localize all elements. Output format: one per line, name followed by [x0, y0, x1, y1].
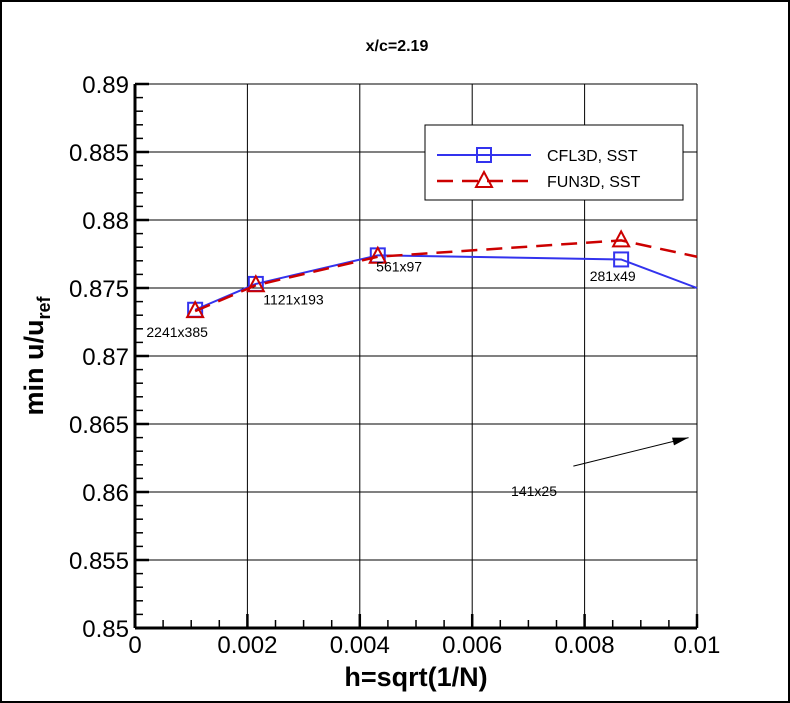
grid-size-label: 2241x385	[146, 324, 208, 340]
series-layer	[185, 229, 698, 319]
legend: CFL3D, SST FUN3D, SST	[424, 124, 684, 201]
y-tick-label: 0.885	[69, 140, 129, 167]
y-tick-label: 0.855	[69, 548, 129, 575]
grid-size-label: 561x97	[376, 259, 422, 275]
x-tick-label: 0.004	[330, 632, 390, 659]
y-tick-label: 0.875	[69, 276, 129, 303]
y-tick-label: 0.865	[69, 412, 129, 439]
arrow-head-icon	[672, 437, 689, 446]
x-tick-label: 0.002	[217, 632, 277, 659]
chart-title: x/c=2.19	[366, 38, 429, 55]
data-point-triangle	[368, 245, 388, 264]
data-point-triangle	[185, 299, 205, 319]
y-axis-label-main: min u/u	[19, 320, 49, 416]
y-tick-label: 0.86	[82, 480, 129, 507]
grid-size-label: 1121x193	[263, 291, 324, 307]
y-tick-label: 0.87	[82, 344, 129, 371]
legend-label-fun3d: FUN3D, SST	[547, 174, 641, 191]
grid-size-label: 281x49	[590, 268, 636, 284]
x-tick-label: 0.01	[674, 632, 721, 659]
data-point-square	[613, 251, 630, 268]
y-tick-label: 0.88	[82, 208, 129, 235]
y-tick-label: 0.89	[82, 72, 129, 99]
annotations: 2241x385 1121x193 561x97 281x49 141x25	[146, 259, 689, 499]
legend-marker-square	[476, 147, 492, 163]
legend-label-cfl3d: CFL3D, SST	[547, 148, 638, 165]
series-line-fun3d	[194, 239, 698, 313]
data-point-triangle	[611, 229, 631, 248]
x-tick-label: 0.006	[442, 632, 502, 659]
legend-marker-triangle	[474, 169, 494, 188]
x-tick-label: 0	[128, 632, 141, 659]
y-axis-label: min u/uref	[19, 295, 54, 415]
legend-box	[424, 124, 684, 201]
y-axis-label-sub: ref	[34, 295, 54, 319]
arrow-line	[573, 437, 689, 467]
x-tick-label: 0.008	[555, 632, 615, 659]
y-tick-label: 0.85	[82, 616, 129, 643]
grid-size-label: 141x25	[511, 483, 557, 499]
x-axis-label: h=sqrt(1/N)	[344, 662, 487, 692]
series-line-cfl3d	[194, 254, 698, 311]
data-point-triangle	[246, 274, 266, 293]
ticks: 0 0.002 0.004 0.006 0.008 0.01 0.85 0.855 0.86 0.…	[69, 72, 720, 659]
